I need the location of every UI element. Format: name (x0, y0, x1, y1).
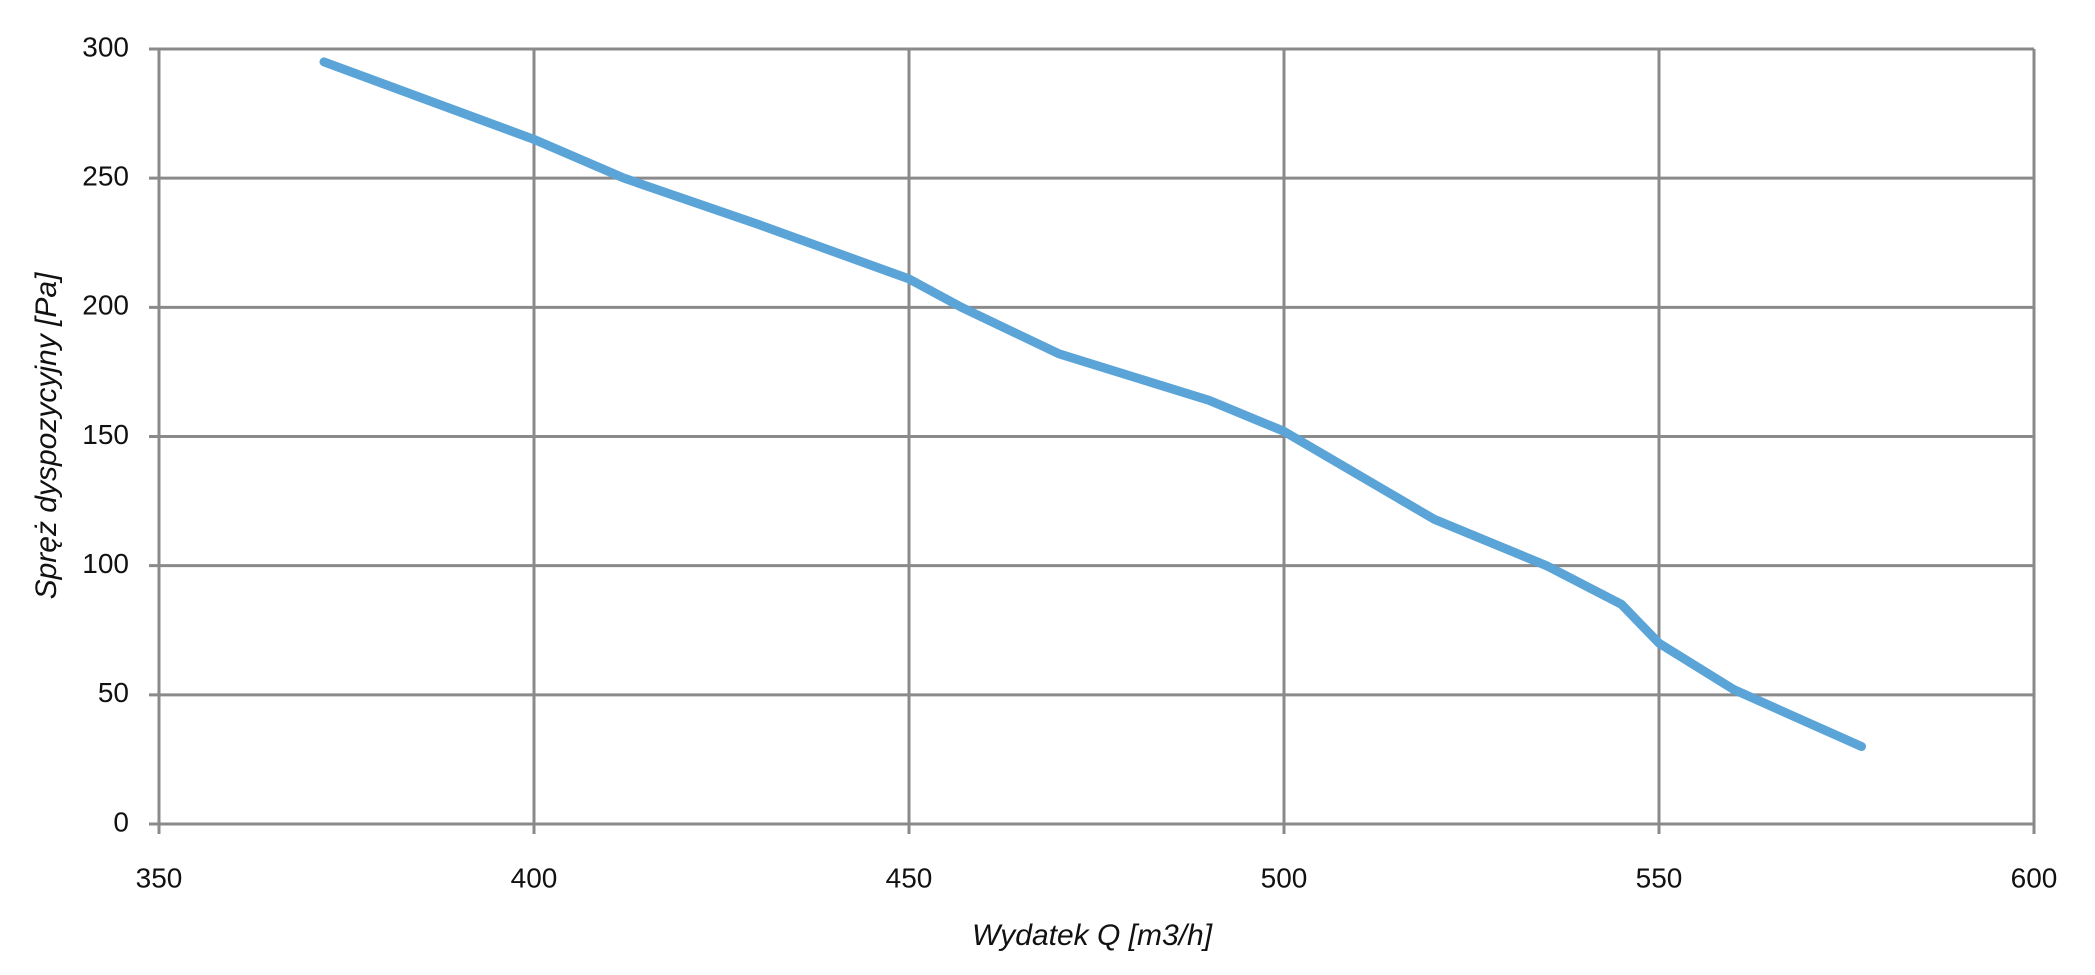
y-tick-label: 50 (98, 677, 129, 708)
y-tick-label: 150 (82, 419, 129, 450)
data-line (319, 57, 1866, 751)
y-tick-label: 300 (82, 31, 129, 62)
x-tick-label: 400 (511, 862, 558, 893)
x-tick-label: 500 (1261, 862, 1308, 893)
x-tick-label: 450 (886, 862, 933, 893)
y-axis-title: Spręż dyspozycyjny [Pa] (30, 272, 63, 599)
y-tick-label: 0 (113, 806, 129, 837)
x-axis-title: Wydatek Q [m3/h] (972, 919, 1213, 952)
x-tick-label: 600 (2011, 862, 2058, 893)
y-tick-label: 200 (82, 290, 129, 321)
y-tick-label: 100 (82, 548, 129, 579)
y-tick-label: 250 (82, 161, 129, 192)
x-tick-label: 550 (1636, 862, 1683, 893)
x-tick-label: 350 (136, 862, 183, 893)
